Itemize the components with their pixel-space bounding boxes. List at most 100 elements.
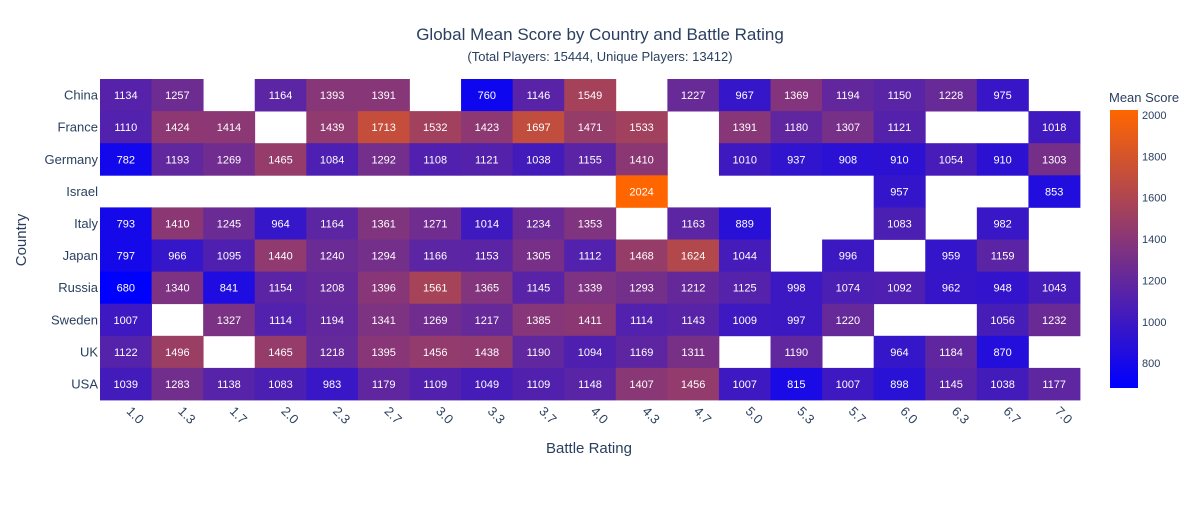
heatmap-cell[interactable] — [873, 335, 926, 369]
heatmap-cell[interactable] — [667, 79, 720, 112]
heatmap-cell[interactable] — [306, 79, 359, 112]
heatmap-cell[interactable] — [461, 367, 514, 401]
heatmap-cell[interactable] — [976, 367, 1029, 401]
heatmap-cell[interactable] — [976, 143, 1029, 176]
heatmap-cell[interactable] — [357, 271, 410, 305]
heatmap-cell[interactable] — [770, 271, 823, 305]
heatmap-cell[interactable] — [564, 143, 617, 176]
heatmap-cell[interactable] — [925, 79, 978, 112]
heatmap-cell[interactable] — [254, 143, 307, 176]
heatmap-cell[interactable] — [151, 239, 204, 273]
heatmap-cell[interactable] — [100, 271, 152, 305]
heatmap-cell[interactable] — [873, 367, 926, 401]
heatmap-cell[interactable] — [564, 79, 617, 112]
heatmap-cell[interactable] — [976, 271, 1029, 305]
heatmap-cell[interactable] — [925, 239, 978, 273]
heatmap-cell[interactable] — [615, 175, 668, 208]
heatmap-cell[interactable] — [254, 335, 307, 369]
heatmap-cell[interactable] — [357, 239, 410, 273]
heatmap-cell[interactable] — [151, 367, 204, 401]
heatmap-cell[interactable] — [718, 111, 771, 144]
heatmap-cell[interactable] — [254, 367, 307, 401]
heatmap-cell[interactable] — [357, 143, 410, 176]
heatmap-cell[interactable] — [306, 143, 359, 176]
heatmap-cell[interactable] — [718, 239, 771, 273]
heatmap-cell[interactable] — [409, 111, 462, 144]
heatmap-cell[interactable] — [357, 207, 410, 240]
heatmap-cell[interactable] — [151, 143, 204, 176]
heatmap-cell[interactable] — [615, 367, 668, 401]
heatmap-cell[interactable] — [100, 143, 152, 176]
heatmap-cell[interactable] — [976, 239, 1029, 273]
heatmap-cell[interactable] — [873, 207, 926, 240]
heatmap-cell[interactable] — [718, 271, 771, 305]
heatmap-cell[interactable] — [512, 239, 565, 273]
heatmap-cell[interactable] — [357, 79, 410, 112]
heatmap-cell[interactable] — [203, 303, 256, 337]
heatmap-cell[interactable] — [151, 111, 204, 144]
heatmap-cell[interactable] — [1028, 143, 1081, 176]
heatmap-cell[interactable] — [409, 143, 462, 176]
heatmap-cell[interactable] — [461, 111, 514, 144]
heatmap-cell[interactable] — [615, 111, 668, 144]
heatmap-cell[interactable] — [409, 239, 462, 273]
heatmap-cell[interactable] — [203, 143, 256, 176]
heatmap-cell[interactable] — [409, 207, 462, 240]
heatmap-cell[interactable] — [976, 303, 1029, 337]
heatmap-cell[interactable] — [100, 111, 152, 144]
heatmap-cell[interactable] — [306, 271, 359, 305]
heatmap-cell[interactable] — [976, 79, 1029, 112]
heatmap-cell[interactable] — [718, 207, 771, 240]
heatmap-cell[interactable] — [512, 79, 565, 112]
heatmap-cell[interactable] — [564, 111, 617, 144]
heatmap-cell[interactable] — [770, 79, 823, 112]
heatmap-cell[interactable] — [254, 239, 307, 273]
heatmap-cell[interactable] — [151, 271, 204, 305]
heatmap-cell[interactable] — [615, 239, 668, 273]
heatmap-cell[interactable] — [100, 207, 152, 240]
heatmap-cell[interactable] — [100, 239, 152, 273]
heatmap-cell[interactable] — [512, 207, 565, 240]
heatmap-cell[interactable] — [667, 239, 720, 273]
heatmap-cell[interactable] — [718, 303, 771, 337]
heatmap-cell[interactable] — [770, 367, 823, 401]
heatmap-cell[interactable] — [512, 303, 565, 337]
heatmap-cell[interactable] — [822, 271, 875, 305]
heatmap-cell[interactable] — [461, 143, 514, 176]
heatmap-cell[interactable] — [254, 303, 307, 337]
heatmap-cell[interactable] — [512, 111, 565, 144]
heatmap-cell[interactable] — [718, 79, 771, 112]
heatmap-cell[interactable] — [822, 367, 875, 401]
heatmap-cell[interactable] — [512, 143, 565, 176]
heatmap-cell[interactable] — [667, 303, 720, 337]
heatmap-cell[interactable] — [203, 207, 256, 240]
heatmap-cell[interactable] — [306, 239, 359, 273]
heatmap-cell[interactable] — [667, 207, 720, 240]
heatmap-cell[interactable] — [822, 111, 875, 144]
heatmap-cell[interactable] — [306, 335, 359, 369]
heatmap-cell[interactable] — [461, 79, 514, 112]
heatmap-cell[interactable] — [873, 175, 926, 208]
heatmap-cell[interactable] — [822, 143, 875, 176]
heatmap-cell[interactable] — [357, 367, 410, 401]
heatmap-cell[interactable] — [151, 79, 204, 112]
heatmap-cell[interactable] — [564, 335, 617, 369]
heatmap-cell[interactable] — [203, 111, 256, 144]
heatmap-cell[interactable] — [1028, 175, 1081, 208]
heatmap-cell[interactable] — [976, 207, 1029, 240]
heatmap-cell[interactable] — [770, 143, 823, 176]
heatmap-cell[interactable] — [306, 207, 359, 240]
heatmap-cell[interactable] — [1028, 303, 1081, 337]
heatmap-cell[interactable] — [925, 335, 978, 369]
heatmap-cell[interactable] — [873, 271, 926, 305]
heatmap-cell[interactable] — [564, 271, 617, 305]
heatmap-cell[interactable] — [615, 271, 668, 305]
heatmap-cell[interactable] — [822, 79, 875, 112]
heatmap-cell[interactable] — [100, 303, 152, 337]
heatmap-cell[interactable] — [100, 335, 152, 369]
heatmap-cell[interactable] — [1028, 111, 1081, 144]
heatmap-cell[interactable] — [873, 111, 926, 144]
heatmap-cell[interactable] — [925, 271, 978, 305]
heatmap-cell[interactable] — [203, 271, 256, 305]
heatmap-cell[interactable] — [822, 303, 875, 337]
